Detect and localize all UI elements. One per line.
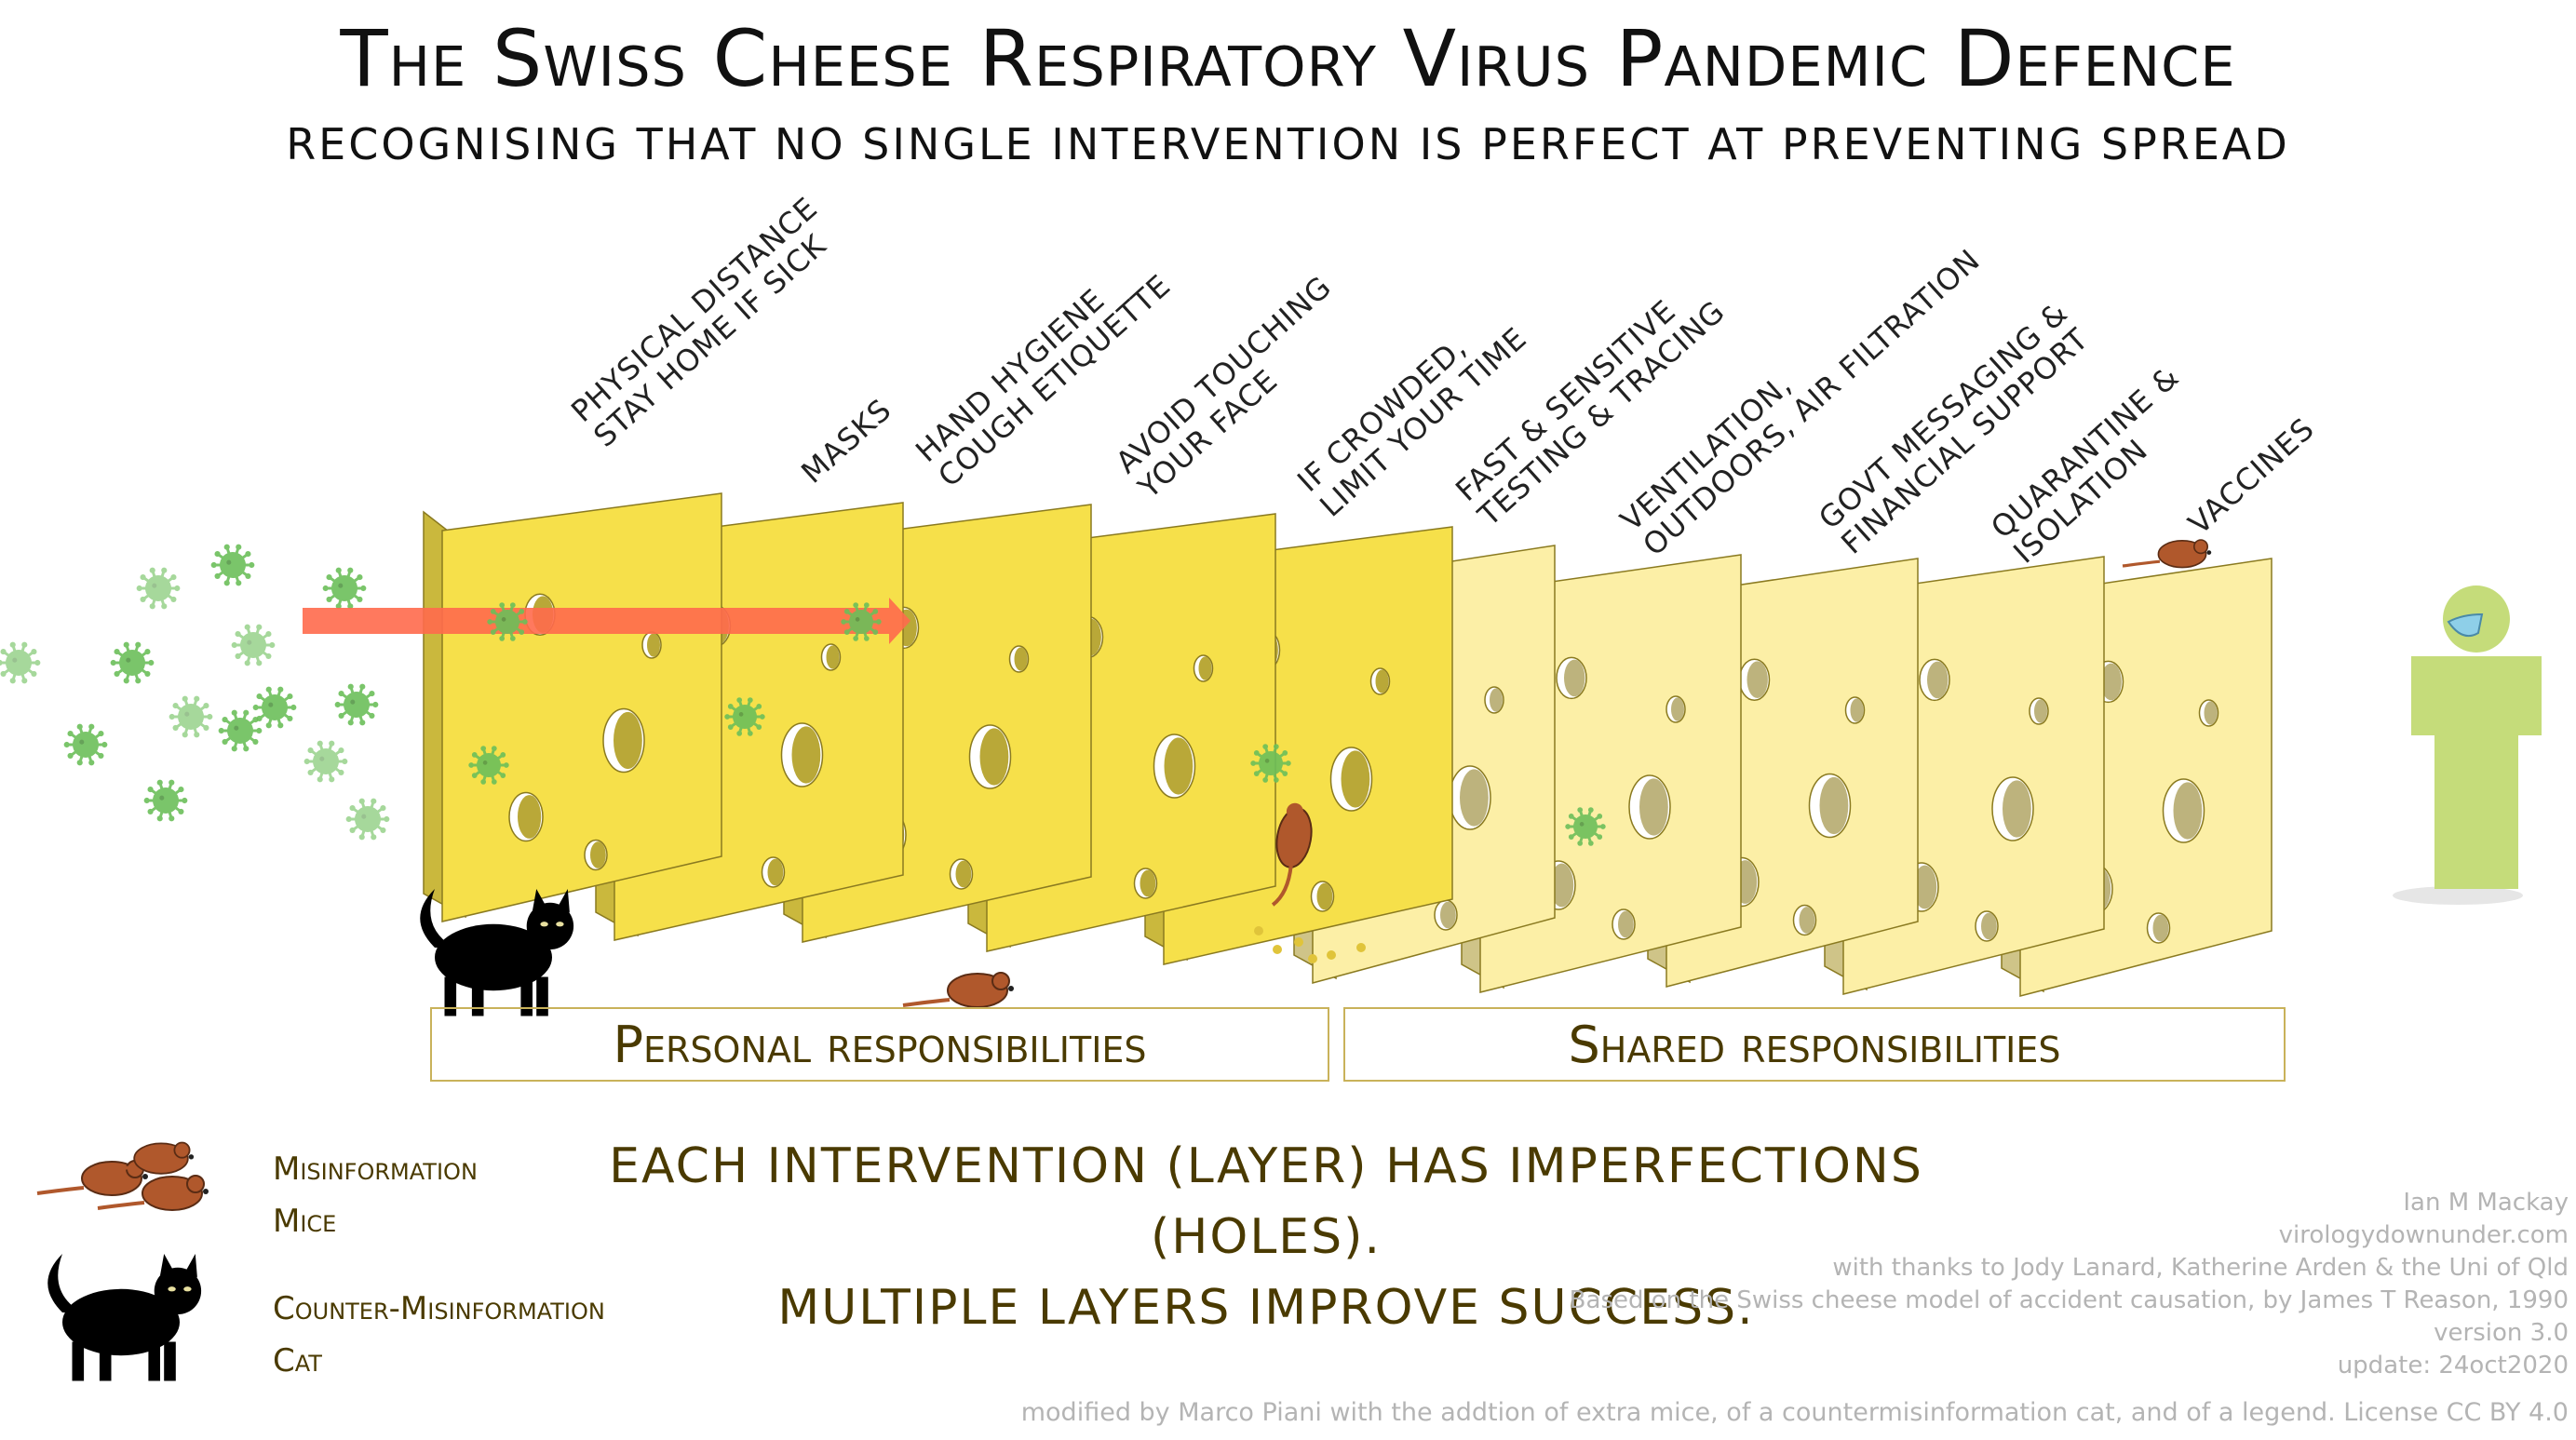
person-legs	[2434, 731, 2518, 889]
credit-thanks: with thanks to Jody Lanard, Katherine Ar…	[1832, 1254, 2569, 1282]
person-shadow	[2393, 886, 2523, 905]
virus-icon	[345, 798, 390, 841]
virus-icon	[724, 697, 765, 736]
mouse-icon	[902, 972, 1014, 1008]
cat-icon	[47, 1254, 202, 1381]
virus-icon	[1565, 807, 1606, 846]
personal-responsibilities-band: Personal responsibilities	[430, 1007, 1329, 1082]
legend-mice-label: Misinformation Mice	[273, 1143, 478, 1247]
virus-icon	[169, 695, 213, 738]
virus-icon	[334, 683, 379, 726]
mouse-icon	[2122, 539, 2212, 569]
shared-responsibilities-band: Shared responsibilities	[1343, 1007, 2286, 1082]
page-title: The Swiss Cheese Respiratory Virus Pande…	[340, 13, 2236, 104]
virus-icon	[841, 602, 882, 641]
credit-author: Ian M Mackay	[2403, 1189, 2569, 1217]
credit-version: version 3.0	[2434, 1319, 2569, 1347]
crumb	[1356, 943, 1366, 952]
license-footer: modified by Marco Piani with the addtion…	[1020, 1398, 2569, 1427]
legend-cat-label: Counter-Misinformation Cat	[273, 1283, 605, 1387]
virus-cloud	[0, 544, 390, 841]
virus-icon	[487, 602, 528, 641]
virus-icon	[143, 779, 188, 822]
foreground-figures	[36, 539, 2542, 1381]
crumb	[1273, 945, 1282, 954]
crumb	[1308, 954, 1317, 963]
crumb	[1254, 926, 1263, 935]
mouse-icon	[97, 1175, 209, 1211]
virus-icon	[468, 746, 509, 785]
climbing-mouse-icon	[1271, 802, 1313, 907]
virus-icon	[0, 641, 41, 684]
virus-icon	[322, 567, 367, 610]
legend-mice-line1: Misinformation	[273, 1151, 478, 1188]
credit-site: virologydownunder.com	[2278, 1221, 2569, 1249]
virus-path-arrow	[303, 598, 910, 644]
person-figure	[2393, 585, 2542, 905]
virus-icon	[218, 709, 263, 752]
credit-update: update: 24oct2020	[2337, 1352, 2569, 1379]
page-subtitle: RECOGNISING THAT NO SINGLE INTERVENTION …	[286, 119, 2290, 169]
virus-icon	[1250, 744, 1291, 783]
virus-icon	[63, 723, 108, 766]
legend-cat-line2: Cat	[273, 1342, 322, 1379]
virus-icon	[136, 567, 181, 610]
face-mask-icon	[2447, 612, 2484, 637]
virus-icon	[252, 686, 297, 729]
legend-cat-line1: Counter-Misinformation	[273, 1290, 605, 1327]
key-message: EACH INTERVENTION (LAYER) HAS IMPERFECTI…	[596, 1131, 1936, 1343]
cat-icon	[420, 889, 574, 1016]
key-message-line1: EACH INTERVENTION (LAYER) HAS IMPERFECTI…	[609, 1138, 1923, 1265]
virus-icon	[303, 740, 348, 783]
credits: Ian M Mackay virologydownunder.com with …	[1570, 1187, 2569, 1382]
crumb	[1327, 950, 1336, 960]
legend-mice-line2: Mice	[273, 1203, 337, 1240]
person-torso	[2411, 656, 2542, 735]
crumb	[1294, 937, 1303, 947]
virus-icon	[231, 624, 276, 666]
cheese-layers	[423, 492, 2273, 997]
mouse-icon	[93, 1141, 195, 1175]
credit-basis: Based on the Swiss cheese model of accid…	[1569, 1286, 2569, 1314]
virus-icon	[210, 544, 255, 586]
cheese-slice	[423, 492, 722, 922]
virus-icon	[110, 641, 155, 684]
key-message-line2: MULTIPLE LAYERS IMPROVE SUCCESS.	[777, 1280, 1755, 1336]
